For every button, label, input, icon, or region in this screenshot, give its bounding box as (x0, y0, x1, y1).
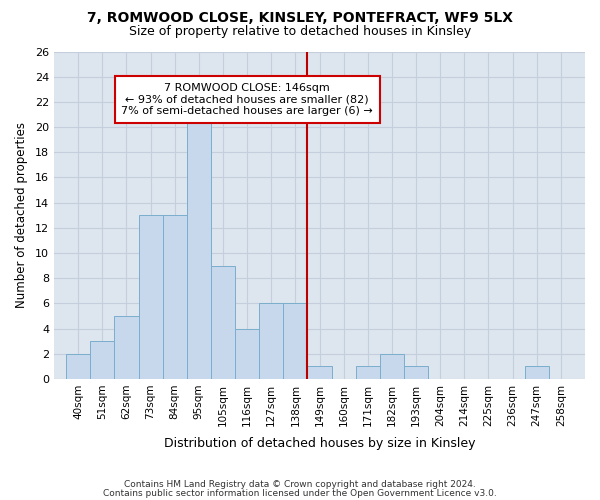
Bar (404, 366, 428, 379)
Bar (259, 304, 283, 379)
Bar (283, 304, 307, 379)
Bar (235, 328, 259, 379)
Text: 7, ROMWOOD CLOSE, KINSLEY, PONTEFRACT, WF9 5LX: 7, ROMWOOD CLOSE, KINSLEY, PONTEFRACT, W… (87, 11, 513, 25)
Bar (139, 215, 163, 379)
Bar (163, 215, 187, 379)
Bar (115, 316, 139, 379)
Text: 7 ROMWOOD CLOSE: 146sqm
← 93% of detached houses are smaller (82)
7% of semi-det: 7 ROMWOOD CLOSE: 146sqm ← 93% of detache… (121, 83, 373, 116)
Bar (187, 102, 211, 379)
X-axis label: Distribution of detached houses by size in Kinsley: Distribution of detached houses by size … (164, 437, 475, 450)
Bar (380, 354, 404, 379)
Text: Contains public sector information licensed under the Open Government Licence v3: Contains public sector information licen… (103, 488, 497, 498)
Text: Contains HM Land Registry data © Crown copyright and database right 2024.: Contains HM Land Registry data © Crown c… (124, 480, 476, 489)
Bar (524, 366, 549, 379)
Bar (307, 366, 332, 379)
Bar (66, 354, 90, 379)
Bar (356, 366, 380, 379)
Y-axis label: Number of detached properties: Number of detached properties (15, 122, 28, 308)
Bar (211, 266, 235, 379)
Bar (90, 341, 115, 379)
Text: Size of property relative to detached houses in Kinsley: Size of property relative to detached ho… (129, 25, 471, 38)
